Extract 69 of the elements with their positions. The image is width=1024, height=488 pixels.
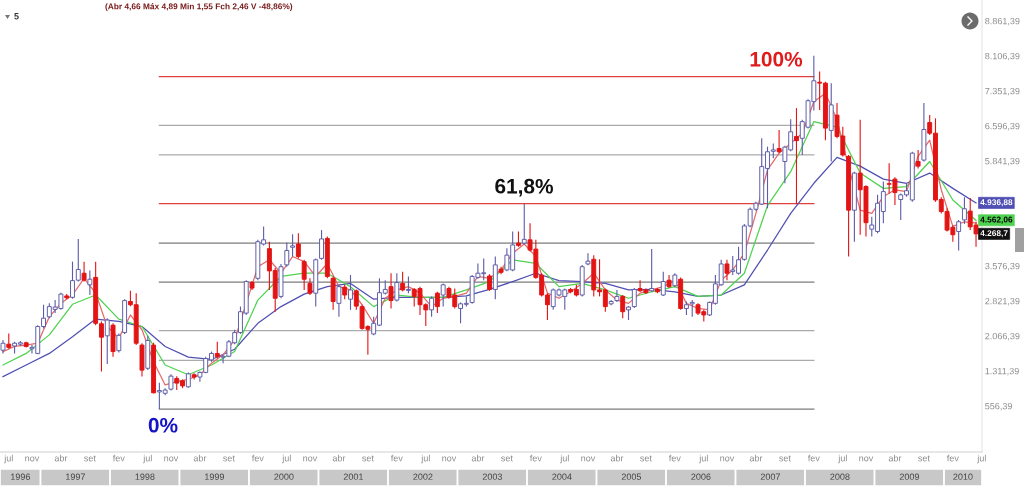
y-tick-label: 1.311,39 — [985, 367, 1019, 376]
annotation: 0% — [148, 417, 178, 433]
x-tick-label: set — [501, 455, 513, 462]
x-tick-label: fev — [251, 454, 264, 462]
x-tick-label: abr — [888, 454, 902, 462]
x-tick-label: fev — [529, 454, 542, 462]
x-tick-label: nov — [25, 456, 40, 462]
x2-tick-label: 2009 — [899, 473, 920, 480]
x-tick-label: jul — [143, 454, 152, 464]
x-tick-label: fev — [946, 454, 959, 462]
x-tick-label: jul — [282, 454, 291, 464]
y-tick-label: 8.861,39 — [985, 17, 1020, 26]
y-tick-label: 556,39 — [985, 402, 1012, 411]
x-tick-label: jul — [4, 454, 13, 464]
x2-tick-label: 2007 — [760, 473, 780, 480]
data-label: 4.562,06 — [980, 216, 1013, 224]
x2-tick-label: 1996 — [11, 473, 31, 480]
x-tick-label: jul — [421, 454, 430, 464]
x-tick-label: fev — [112, 454, 125, 462]
x2-tick-label: 1998 — [135, 473, 155, 480]
x2-tick-label: 2010 — [953, 473, 973, 480]
y-tick-label: 6.596,39 — [985, 122, 1020, 131]
x-tick-label: nov — [303, 456, 318, 462]
x-tick-label: abr — [749, 454, 763, 462]
x2-tick-label: 1999 — [205, 473, 225, 480]
text: 4.268,7 — [980, 230, 1008, 238]
x-tick-label: abr — [332, 454, 346, 462]
x-tick-label: nov — [859, 456, 874, 462]
y-tick-label: 2.066,39 — [985, 332, 1020, 341]
x-tick-label: abr — [193, 454, 207, 462]
x-tick-label: set — [84, 455, 96, 462]
x-tick-label: nov — [164, 456, 179, 462]
x2-tick-label: 2005 — [621, 473, 642, 480]
x2-tick-label: 2000 — [274, 473, 294, 480]
x-tick-label: abr — [471, 454, 485, 462]
x-tick-label: nov — [442, 456, 457, 462]
x2-tick-label: 2003 — [482, 473, 503, 480]
x-tick-label: nov — [720, 456, 735, 462]
x-tick-label: jul — [560, 454, 569, 464]
x2-tick-label: 2001 — [343, 473, 363, 480]
x-tick-label: jul — [699, 454, 708, 464]
y-tick-label: 3.576,39 — [985, 262, 1020, 271]
x-tick-label: set — [362, 455, 374, 462]
x-tick-label: fev — [390, 454, 403, 462]
x-tick-label: set — [640, 455, 652, 462]
x-tick-label: set — [779, 455, 791, 462]
x2-tick-label: 1997 — [66, 473, 85, 480]
y-tick-label: 5.841,39 — [985, 157, 1020, 166]
x-tick-label: fev — [668, 454, 681, 462]
x-tick-label: fev — [807, 454, 820, 462]
x-tick-label: jul — [977, 454, 986, 464]
y-tick-label: 7.351,39 — [985, 87, 1020, 96]
annotation: 5 — [14, 13, 19, 20]
x-tick-label: abr — [610, 454, 624, 462]
x-tick-label: jul — [838, 454, 847, 464]
annotation: 100% — [750, 51, 803, 67]
annotation: (Abr 4,66 Máx 4,89 Min 1,55 Fch 2,46 V -48,86%) — [105, 3, 293, 11]
x-tick-label: nov — [581, 456, 596, 462]
y-tick-label: 8.106,39 — [985, 52, 1020, 61]
x2-tick-label: 2008 — [830, 473, 850, 480]
y-tick-label: 2.821,39 — [985, 297, 1020, 306]
x-tick-label: set — [918, 455, 930, 462]
x2-tick-label: 2002 — [413, 473, 433, 480]
annotation: 61,8% — [495, 178, 553, 197]
x-tick-label: set — [223, 455, 235, 462]
x2-tick-label: 2006 — [691, 473, 711, 480]
x2-tick-label: 2004 — [552, 473, 572, 480]
data-label: 4.936,88 — [980, 199, 1013, 207]
x-tick-label: abr — [54, 454, 68, 462]
